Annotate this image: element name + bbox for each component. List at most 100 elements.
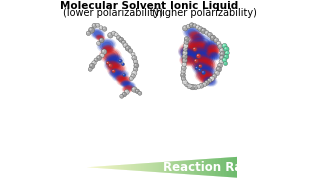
Circle shape: [111, 31, 116, 36]
Ellipse shape: [97, 35, 104, 40]
Ellipse shape: [107, 62, 126, 76]
Circle shape: [219, 45, 221, 47]
Circle shape: [199, 27, 201, 29]
Ellipse shape: [187, 29, 197, 36]
Circle shape: [131, 52, 135, 57]
Ellipse shape: [185, 28, 199, 38]
Circle shape: [124, 89, 129, 94]
Polygon shape: [93, 167, 94, 168]
Polygon shape: [204, 159, 205, 175]
Circle shape: [182, 79, 187, 84]
Ellipse shape: [196, 65, 216, 81]
Polygon shape: [107, 166, 108, 169]
Polygon shape: [172, 161, 173, 173]
Circle shape: [100, 53, 105, 58]
Polygon shape: [222, 158, 223, 177]
Circle shape: [88, 67, 93, 72]
Circle shape: [195, 66, 199, 70]
Ellipse shape: [187, 41, 218, 64]
Polygon shape: [179, 161, 180, 174]
Ellipse shape: [112, 66, 122, 73]
Ellipse shape: [206, 49, 218, 57]
Circle shape: [123, 43, 128, 48]
Ellipse shape: [94, 31, 101, 37]
Ellipse shape: [105, 54, 120, 65]
Circle shape: [200, 84, 202, 86]
Circle shape: [204, 80, 209, 85]
Circle shape: [128, 49, 133, 53]
Polygon shape: [109, 166, 110, 169]
Ellipse shape: [192, 57, 217, 75]
Polygon shape: [191, 160, 192, 175]
Ellipse shape: [109, 56, 117, 63]
Text: Reaction Rate: Reaction Rate: [163, 161, 256, 174]
Ellipse shape: [109, 59, 119, 67]
Polygon shape: [234, 157, 235, 177]
Polygon shape: [105, 166, 106, 169]
Polygon shape: [127, 164, 128, 170]
Circle shape: [97, 56, 102, 61]
Circle shape: [224, 62, 226, 64]
Circle shape: [183, 63, 184, 64]
Polygon shape: [168, 162, 169, 173]
Circle shape: [185, 82, 190, 87]
Circle shape: [215, 71, 217, 73]
Circle shape: [208, 79, 210, 81]
Ellipse shape: [197, 54, 210, 64]
Circle shape: [199, 64, 202, 68]
Polygon shape: [213, 159, 214, 176]
Polygon shape: [169, 162, 170, 173]
Circle shape: [100, 26, 101, 28]
Circle shape: [89, 63, 95, 69]
Polygon shape: [167, 162, 168, 173]
Polygon shape: [188, 160, 189, 174]
Polygon shape: [149, 163, 150, 172]
Circle shape: [182, 80, 188, 85]
Ellipse shape: [210, 46, 217, 52]
Circle shape: [119, 37, 124, 43]
Circle shape: [223, 59, 225, 60]
Circle shape: [193, 85, 198, 90]
Circle shape: [132, 70, 137, 76]
Circle shape: [193, 24, 197, 28]
Ellipse shape: [95, 34, 105, 41]
Polygon shape: [97, 167, 98, 168]
Polygon shape: [159, 162, 160, 172]
Polygon shape: [161, 162, 162, 172]
Polygon shape: [197, 160, 198, 175]
Ellipse shape: [197, 70, 211, 81]
Circle shape: [199, 64, 202, 68]
Ellipse shape: [208, 45, 219, 53]
Polygon shape: [131, 164, 132, 170]
Ellipse shape: [199, 72, 209, 79]
Circle shape: [222, 43, 227, 49]
Circle shape: [100, 39, 102, 40]
Circle shape: [119, 60, 121, 61]
Ellipse shape: [114, 71, 127, 80]
Ellipse shape: [183, 52, 197, 62]
Polygon shape: [190, 160, 191, 174]
Circle shape: [201, 28, 206, 33]
Ellipse shape: [196, 60, 214, 72]
Circle shape: [182, 77, 183, 79]
Polygon shape: [192, 160, 193, 175]
Polygon shape: [91, 167, 92, 168]
Polygon shape: [203, 159, 204, 175]
Ellipse shape: [195, 35, 202, 40]
Polygon shape: [144, 163, 145, 171]
Ellipse shape: [124, 82, 134, 89]
Polygon shape: [226, 158, 227, 177]
Circle shape: [99, 26, 103, 30]
Polygon shape: [182, 161, 183, 174]
Polygon shape: [224, 158, 225, 177]
Circle shape: [109, 64, 113, 68]
Circle shape: [199, 69, 200, 70]
Ellipse shape: [110, 69, 121, 77]
Circle shape: [182, 54, 188, 60]
Circle shape: [199, 65, 200, 66]
Ellipse shape: [199, 62, 211, 70]
Circle shape: [196, 25, 201, 30]
Circle shape: [219, 48, 225, 53]
Circle shape: [199, 83, 204, 89]
Circle shape: [122, 63, 124, 66]
